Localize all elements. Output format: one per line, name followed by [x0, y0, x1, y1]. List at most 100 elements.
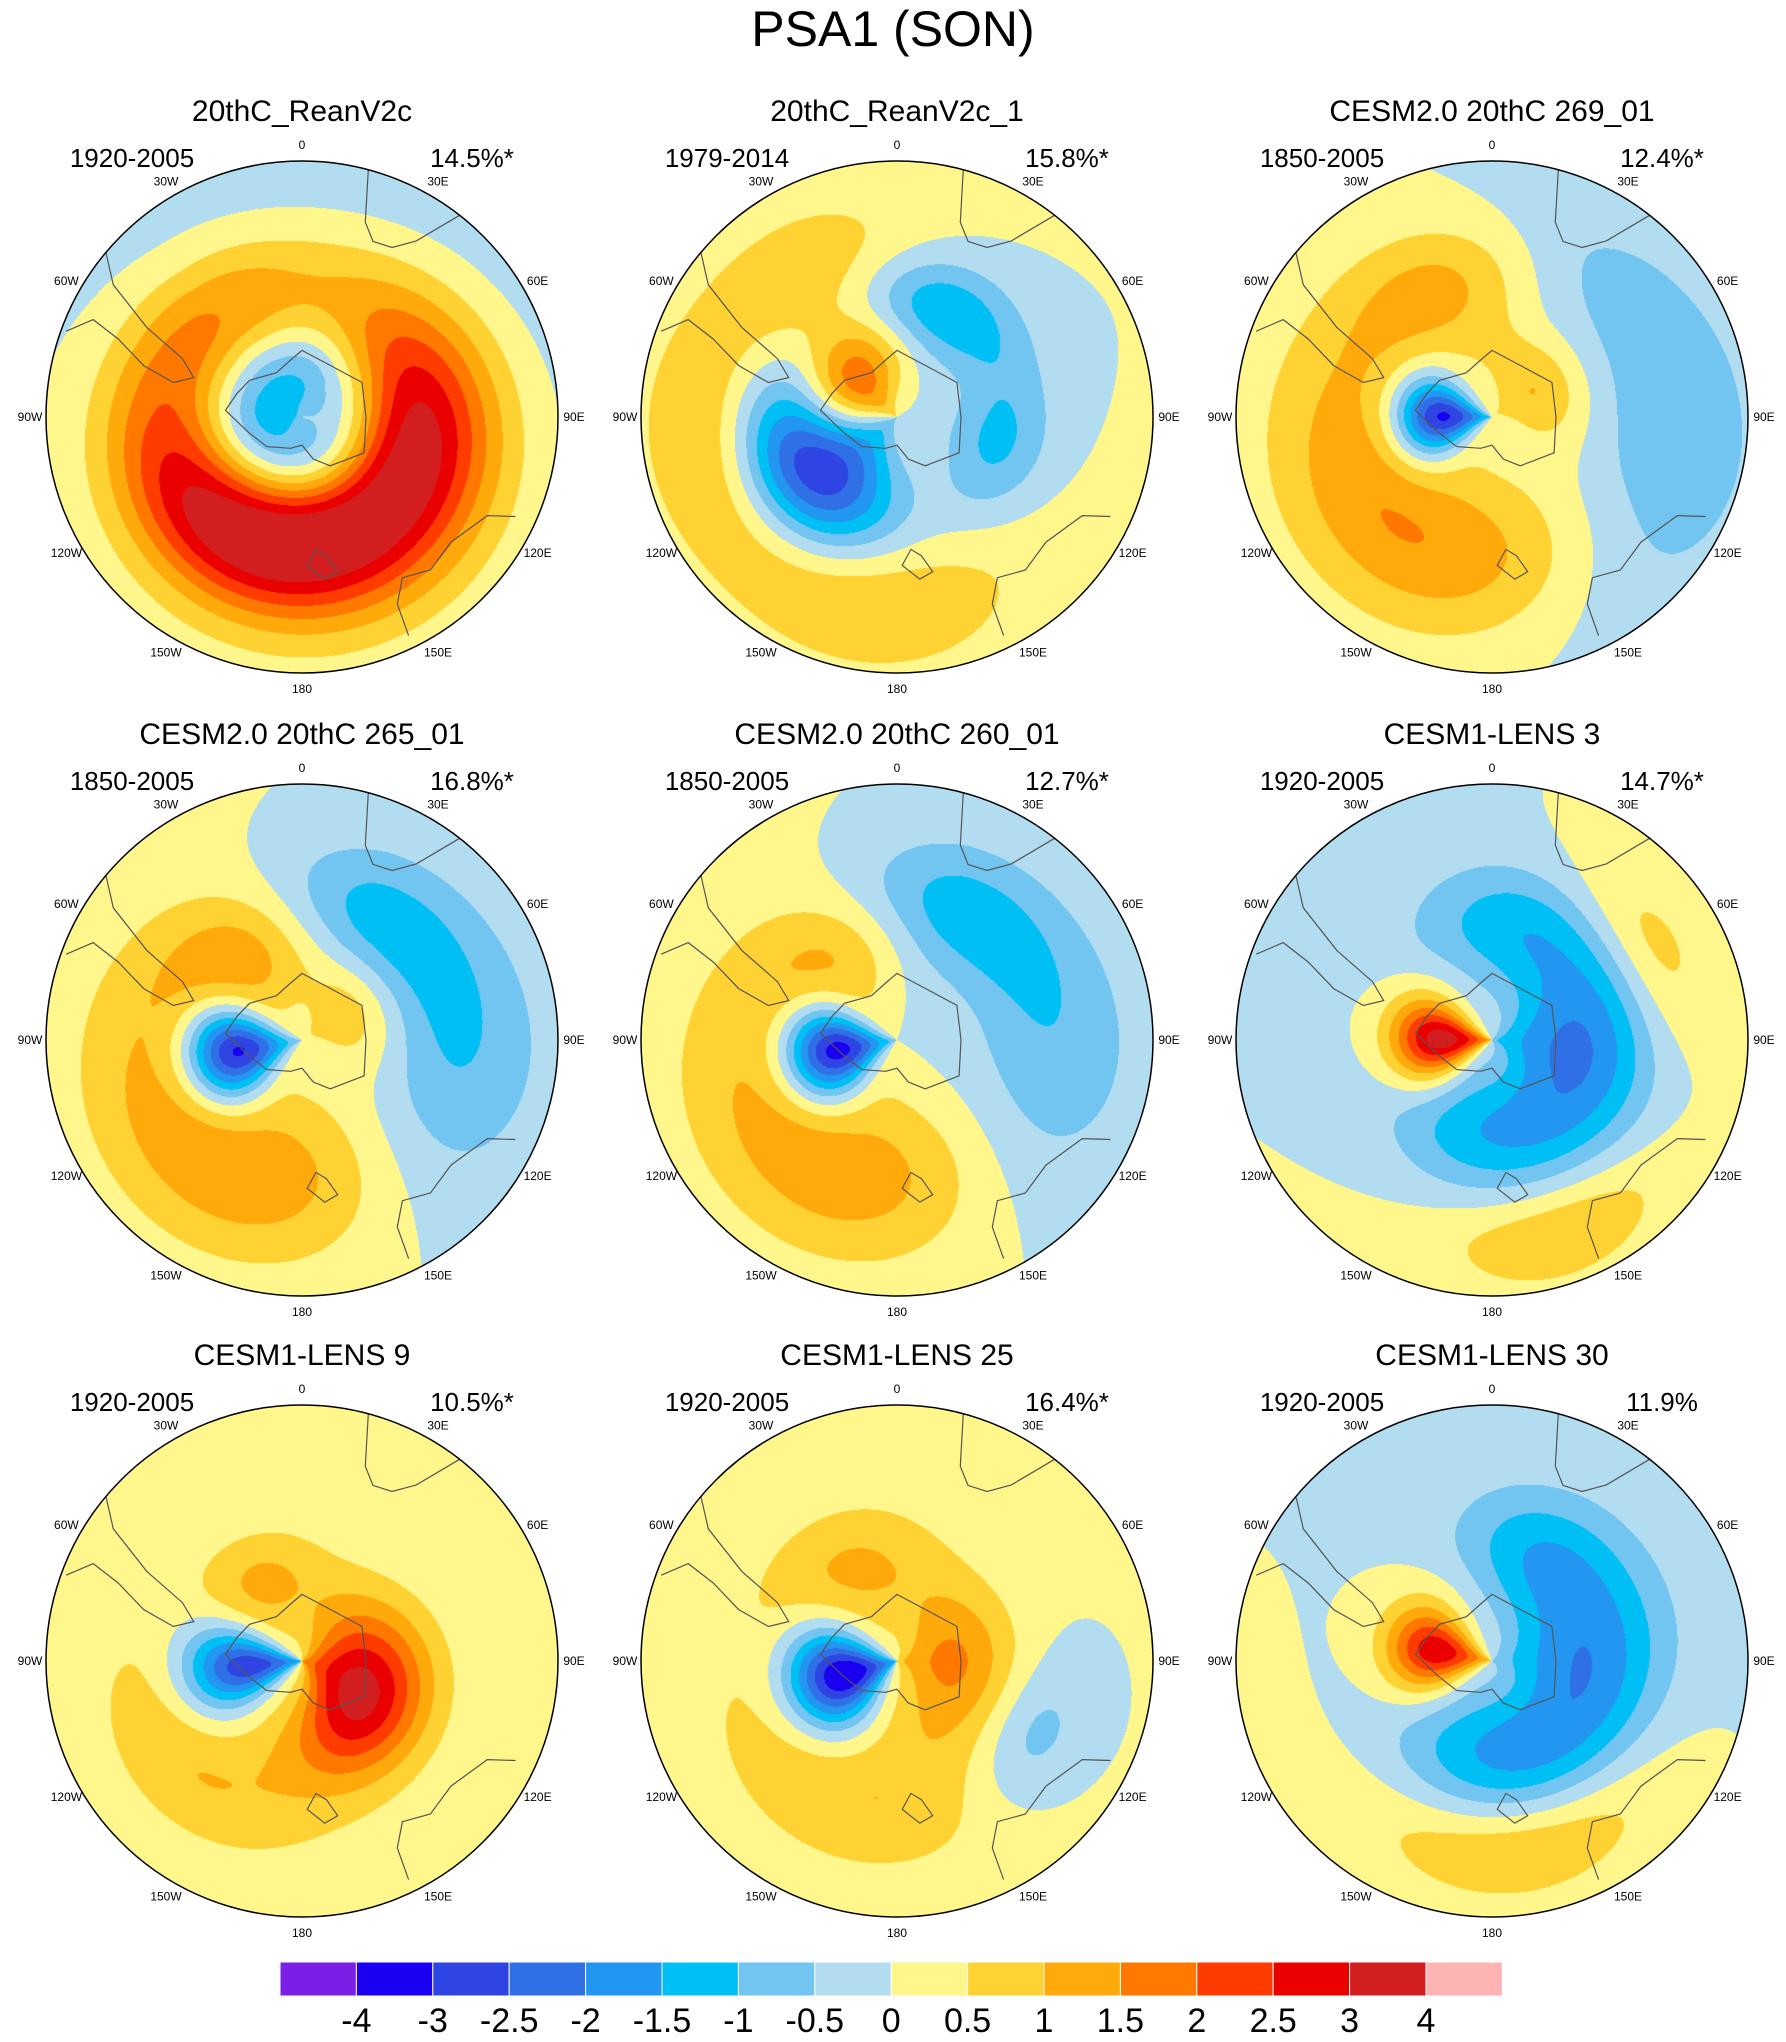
- coastline: [65, 252, 195, 384]
- longitude-label: 30W: [1344, 1418, 1369, 1432]
- longitude-label: 150W: [150, 646, 182, 660]
- coastline: [306, 1792, 339, 1824]
- longitude-label: 30W: [154, 174, 179, 188]
- longitude-label: 150W: [1340, 1269, 1372, 1283]
- map-boundary: [45, 160, 559, 674]
- longitude-label: 60W: [1244, 1518, 1269, 1532]
- longitude-label: 60W: [1244, 897, 1269, 911]
- colorbar-swatch: [1272, 1961, 1351, 1997]
- longitude-label: 120E: [1119, 1169, 1147, 1183]
- longitude-label: 60E: [1717, 897, 1738, 911]
- longitude-label: 60E: [1122, 274, 1143, 288]
- longitude-label: 120W: [1241, 546, 1273, 560]
- longitude-label: 150E: [424, 1269, 452, 1283]
- longitude-label: 150E: [1614, 646, 1642, 660]
- longitude-label: 0: [1489, 761, 1496, 775]
- colorbar-swatch: [279, 1961, 357, 1997]
- longitude-label: 150E: [1614, 1890, 1642, 1904]
- colorbar-swatch: [1349, 1961, 1427, 1997]
- longitude-label: 30W: [1344, 174, 1369, 188]
- coastline: [1255, 1496, 1385, 1628]
- longitude-label: 120W: [1241, 1169, 1273, 1183]
- colorbar-tick-label: 3: [1340, 2002, 1359, 2040]
- longitude-label: 0: [1489, 1382, 1496, 1396]
- longitude-label: 120E: [524, 1790, 552, 1804]
- coastline: [364, 792, 460, 872]
- longitude-label: 120E: [524, 1169, 552, 1183]
- coastline: [819, 1593, 962, 1711]
- colorbar-tick-label: 0.5: [944, 2002, 991, 2040]
- colorbar-swatch: [890, 1961, 969, 1997]
- coastline: [819, 972, 962, 1090]
- coastline: [959, 1413, 1055, 1493]
- map-boundary: [45, 783, 559, 1297]
- coastline: [991, 514, 1111, 636]
- colorbar-swatch: [814, 1961, 892, 1997]
- longitude-label: 180: [1482, 682, 1502, 696]
- colorbar-swatch: [967, 1961, 1045, 1997]
- longitude-label: 180: [292, 682, 312, 696]
- colorbar-tick-label: -0.5: [786, 2002, 845, 2040]
- colorbar-swatch: [508, 1961, 587, 1997]
- longitude-label: 120E: [524, 546, 552, 560]
- coastline: [819, 349, 962, 467]
- longitude-label: 30W: [154, 1418, 179, 1432]
- coastline: [959, 792, 1055, 872]
- colorbar-swatch: [1119, 1961, 1198, 1997]
- longitude-label: 150E: [424, 1890, 452, 1904]
- colorbar-swatch: [355, 1961, 434, 1997]
- map-boundary: [1235, 160, 1749, 674]
- colorbar-swatch: [1196, 1961, 1274, 1997]
- longitude-label: 60E: [527, 1518, 548, 1532]
- longitude-label: 150E: [1019, 1269, 1047, 1283]
- colorbar-swatch: [585, 1961, 663, 1997]
- colorbar-tick-label: 4: [1417, 2002, 1436, 2040]
- longitude-label: 150E: [1019, 646, 1047, 660]
- longitude-label: 0: [894, 138, 901, 152]
- field-contour-map: [46, 1405, 558, 1917]
- panel-title: 20thC_ReanV2c: [192, 95, 412, 128]
- longitude-label: 90W: [18, 410, 43, 424]
- colorbar-swatch: [737, 1961, 816, 1997]
- map-boundary: [640, 160, 1154, 674]
- longitude-label: 90E: [1753, 410, 1774, 424]
- longitude-label: 30E: [1022, 797, 1043, 811]
- longitude-label: 120E: [1714, 1790, 1742, 1804]
- longitude-label: 180: [292, 1305, 312, 1319]
- longitude-label: 150E: [1614, 1269, 1642, 1283]
- longitude-label: 150W: [150, 1269, 182, 1283]
- longitude-label: 0: [299, 138, 306, 152]
- longitude-label: 90W: [18, 1033, 43, 1047]
- panel-title: CESM1-LENS 3: [1384, 718, 1601, 751]
- longitude-label: 90W: [613, 1033, 638, 1047]
- field-contour-map: [641, 161, 1153, 673]
- coastline: [660, 875, 790, 1007]
- longitude-label: 120W: [51, 1169, 83, 1183]
- longitude-label: 90E: [563, 410, 584, 424]
- field-contour-map: [641, 784, 1153, 1296]
- colorbar: -4 -3 -2.5 -2 -1.5 -1 -0.5 0 0.5 1 1.5 2 2.5 3 4: [279, 1961, 1503, 2040]
- longitude-label: 30E: [1617, 174, 1638, 188]
- longitude-label: 90W: [1208, 1033, 1233, 1047]
- coastline: [1255, 252, 1385, 384]
- panel-title: CESM2.0 20thC 265_01: [139, 718, 464, 751]
- colorbar-tick-label: 2: [1187, 2002, 1206, 2040]
- longitude-label: 90E: [1158, 1654, 1179, 1668]
- coastline: [65, 875, 195, 1007]
- longitude-label: 90E: [1753, 1033, 1774, 1047]
- map-boundary: [1235, 1404, 1749, 1918]
- coastline: [1554, 1413, 1650, 1493]
- longitude-label: 30E: [1022, 1418, 1043, 1432]
- coastline: [224, 972, 367, 1090]
- longitude-label: 30W: [1344, 797, 1369, 811]
- longitude-label: 90E: [563, 1654, 584, 1668]
- longitude-label: 90E: [1158, 410, 1179, 424]
- field-contour-map: [641, 1405, 1153, 1917]
- colorbar-tick-label: -2.5: [480, 2002, 539, 2040]
- coastline: [1496, 1171, 1529, 1203]
